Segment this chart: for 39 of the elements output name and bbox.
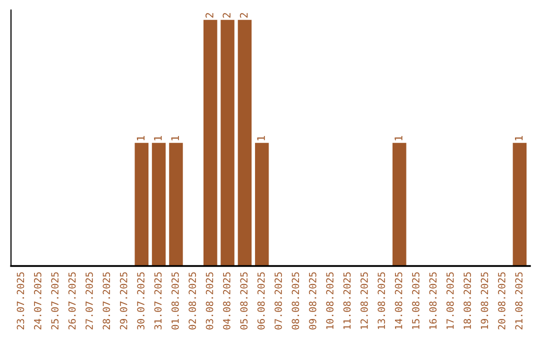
x-tick-label: 18.08.2025 (464, 272, 471, 329)
x-tick-label: 31.07.2025 (154, 272, 162, 330)
x-tick-label: 28.07.2025 (102, 272, 110, 330)
data-label: 1 (394, 136, 402, 140)
x-tick-label: 13.08.2025 (378, 272, 386, 329)
x-tick-label: 14.08.2025 (394, 272, 402, 329)
x-tick-label: 01.08.2025 (171, 272, 179, 330)
x-tick-label: 24.07.2025 (34, 272, 42, 330)
x-tick-label: 16.08.2025 (429, 272, 437, 329)
x-tick-label: 12.08.2025 (360, 272, 368, 329)
data-label: 1 (171, 136, 179, 140)
data-label: 2 (240, 13, 248, 18)
x-tick-label: 23.07.2025 (16, 272, 24, 330)
x-tick-label: 20.08.2025 (498, 272, 506, 330)
x-tick-label: 10.08.2025 (326, 272, 334, 329)
data-label: 1 (514, 136, 523, 140)
data-label: 1 (257, 136, 265, 140)
x-tick-label: 08.08.2025 (292, 272, 300, 330)
x-tick-label: 27.07.2025 (86, 272, 93, 330)
data-label: 2 (222, 13, 230, 18)
data-label: 1 (136, 136, 145, 140)
x-tick-label: 09.08.2025 (308, 272, 316, 330)
x-tick-label: 02.08.2025 (188, 272, 196, 330)
x-tick-label: 06.08.2025 (257, 272, 265, 330)
x-tick-label: 21.08.2025 (515, 272, 523, 330)
x-tick-label: 07.08.2025 (274, 272, 282, 330)
x-tick-label: 04.08.2025 (223, 272, 230, 330)
x-tick-label: 17.08.2025 (446, 272, 454, 329)
x-tick-label: 29.07.2025 (120, 272, 128, 330)
x-tick-label: 26.07.2025 (68, 272, 76, 330)
x-tick-label: 19.08.2025 (480, 272, 488, 329)
data-label: 1 (154, 136, 162, 140)
x-tick-label: 30.07.2025 (137, 272, 144, 330)
x-tick-label: 11.08.2025 (343, 272, 351, 329)
x-tick-label: 15.08.2025 (412, 272, 420, 329)
data-label: 2 (206, 13, 214, 18)
x-tick-label: 05.08.2025 (240, 272, 248, 330)
x-tick-label: 03.08.2025 (206, 272, 214, 330)
x-tick-label: 25.07.2025 (51, 272, 59, 330)
